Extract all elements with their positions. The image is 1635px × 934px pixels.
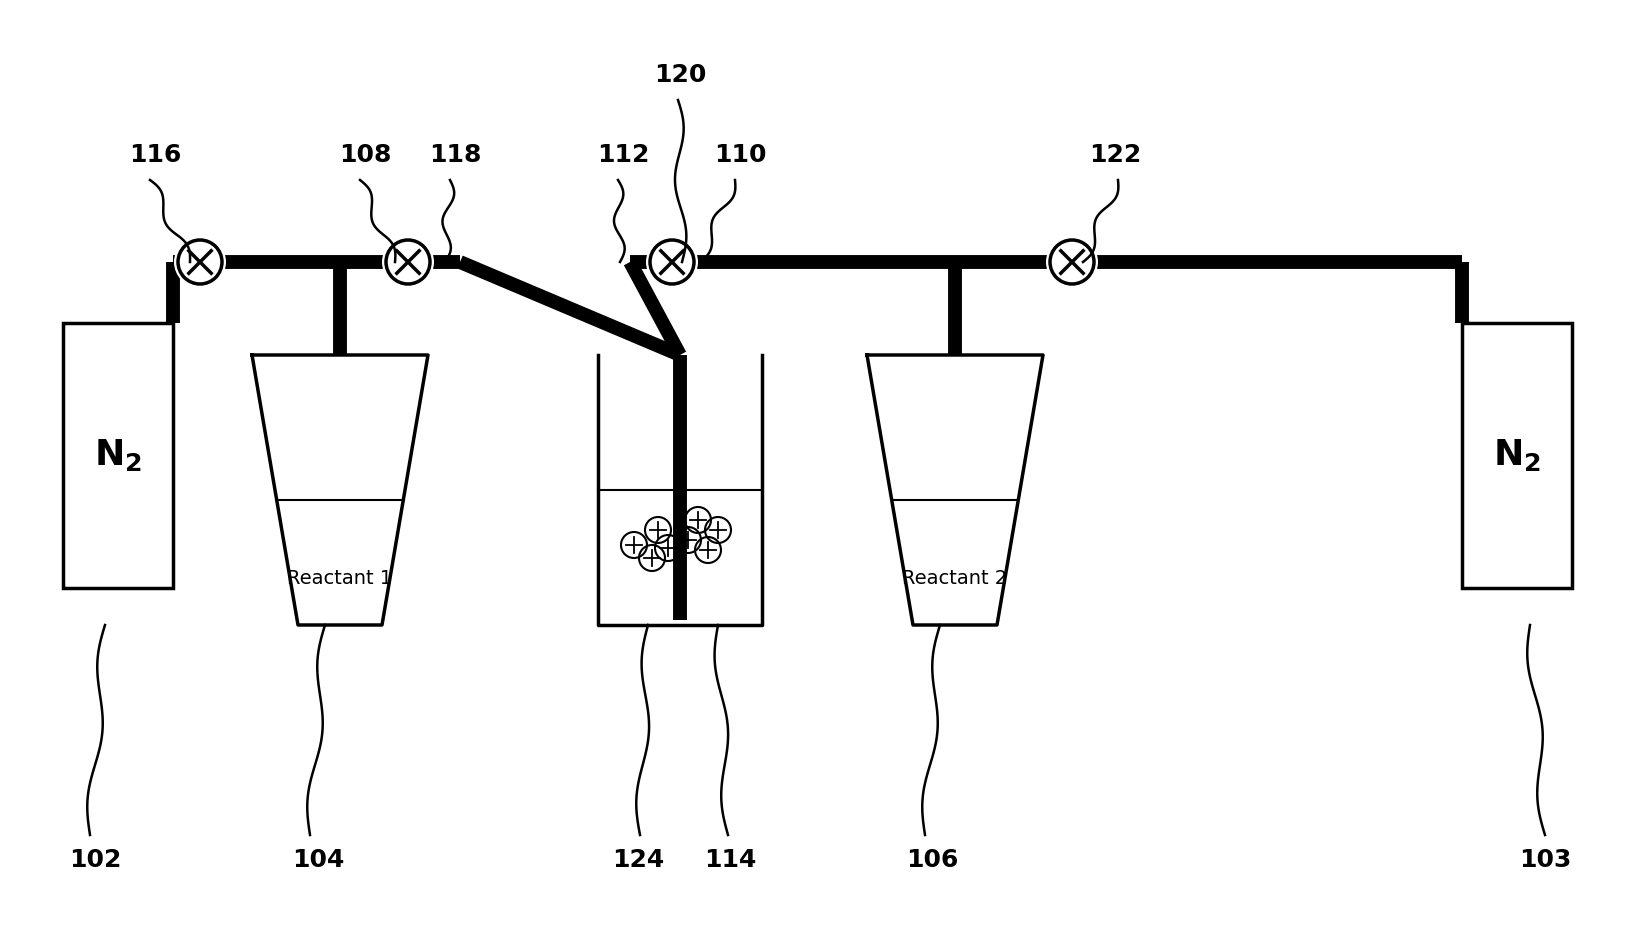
Text: 110: 110 (714, 143, 767, 167)
Circle shape (175, 236, 226, 288)
Text: 103: 103 (1519, 848, 1571, 872)
Text: $\mathbf{N_2}$: $\mathbf{N_2}$ (1493, 437, 1540, 473)
Text: Reactant 1: Reactant 1 (288, 569, 392, 587)
Text: 112: 112 (597, 143, 649, 167)
Text: 106: 106 (906, 848, 958, 872)
Circle shape (1046, 236, 1097, 288)
Text: 108: 108 (338, 143, 391, 167)
Text: 124: 124 (611, 848, 664, 872)
Circle shape (383, 236, 433, 288)
Bar (64, 322, 173, 587)
Text: Reactant 2: Reactant 2 (903, 569, 1007, 587)
Bar (1462, 322, 1571, 587)
Circle shape (647, 236, 697, 288)
Text: $\mathbf{N_2}$: $\mathbf{N_2}$ (95, 437, 142, 473)
Text: 120: 120 (654, 63, 706, 87)
Text: 114: 114 (703, 848, 755, 872)
Text: 104: 104 (291, 848, 345, 872)
Text: 118: 118 (428, 143, 481, 167)
Text: 102: 102 (69, 848, 121, 872)
Text: 116: 116 (129, 143, 181, 167)
Text: 122: 122 (1089, 143, 1141, 167)
